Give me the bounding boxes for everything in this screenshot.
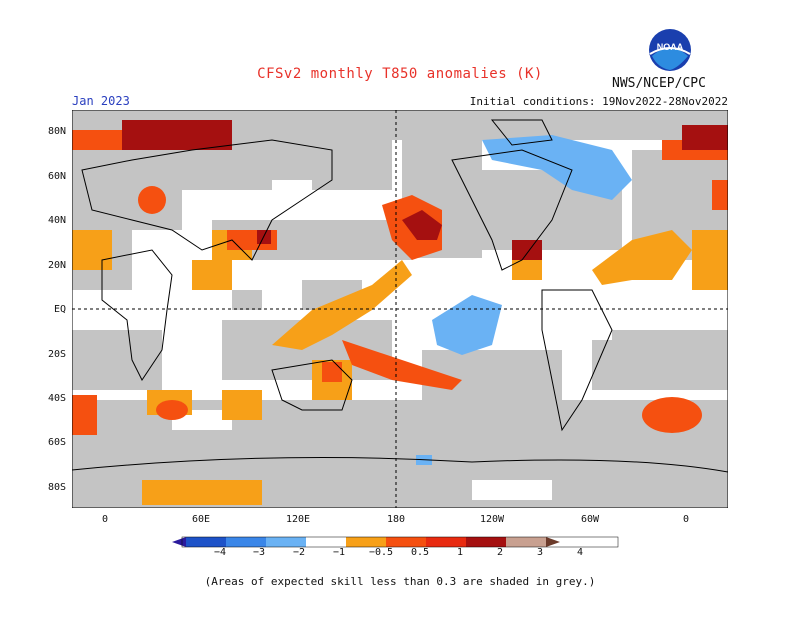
forecast-period: Jan 2023 xyxy=(72,94,130,108)
lon-tick-label: 180 xyxy=(386,514,406,525)
colorbar-label: −0.5 xyxy=(368,547,394,558)
colorbar-end-right xyxy=(546,537,560,547)
lat-tick-label: 20S xyxy=(47,349,66,360)
colorbar-label: 0.5 xyxy=(410,547,430,558)
initial-conditions: Initial conditions: 19Nov2022-28Nov2022 xyxy=(469,95,728,108)
lat-tick-label: 80S xyxy=(47,482,66,493)
lon-tick-label: 0 xyxy=(101,514,109,525)
colorbar-label: 3 xyxy=(536,547,544,558)
colorbar-label: −1 xyxy=(332,547,346,558)
colorbar-segment xyxy=(466,537,506,547)
agency-label: NWS/NCEP/CPC xyxy=(612,76,706,91)
colorbar-segment xyxy=(306,537,346,547)
coastlines xyxy=(72,119,728,473)
lon-tick-label: 0 xyxy=(682,514,690,525)
lat-tick-label: EQ xyxy=(53,304,66,315)
colorbar-label: 2 xyxy=(496,547,504,558)
colorbar-label: −4 xyxy=(213,547,227,558)
colorbar xyxy=(172,536,619,548)
skill-note: (Areas of expected skill less than 0.3 a… xyxy=(204,575,596,588)
map-title: CFSv2 monthly T850 anomalies (K) xyxy=(257,66,543,82)
cold-anomaly-light-blue xyxy=(416,135,632,465)
lon-tick-label: 120E xyxy=(285,514,311,525)
lat-tick-label: 60N xyxy=(47,171,66,182)
colorbar-segment xyxy=(506,537,546,547)
colorbar-segment xyxy=(386,537,426,547)
anomaly-map xyxy=(72,110,728,508)
colorbar-segment xyxy=(186,537,226,547)
lon-tick-label: 60W xyxy=(580,514,600,525)
colorbar-label: 4 xyxy=(576,547,584,558)
lat-tick-label: 40N xyxy=(47,215,66,226)
colorbar-segment xyxy=(346,537,386,547)
svg-text:NOAA: NOAA xyxy=(657,42,684,52)
lon-tick-label: 120W xyxy=(479,514,505,525)
noaa-logo: NOAA xyxy=(649,29,691,71)
colorbar-segment xyxy=(426,537,466,547)
colorbar-label: −2 xyxy=(292,547,306,558)
colorbar-end-left xyxy=(172,537,186,547)
lat-tick-label: 80N xyxy=(47,126,66,137)
lon-tick-label: 60E xyxy=(191,514,211,525)
lat-tick-label: 20N xyxy=(47,260,66,271)
colorbar-label: 1 xyxy=(456,547,464,558)
lat-tick-label: 60S xyxy=(47,437,66,448)
colorbar-segment xyxy=(266,537,306,547)
colorbar-label: −3 xyxy=(252,547,266,558)
colorbar-segment xyxy=(226,537,266,547)
lat-tick-label: 40S xyxy=(47,393,66,404)
